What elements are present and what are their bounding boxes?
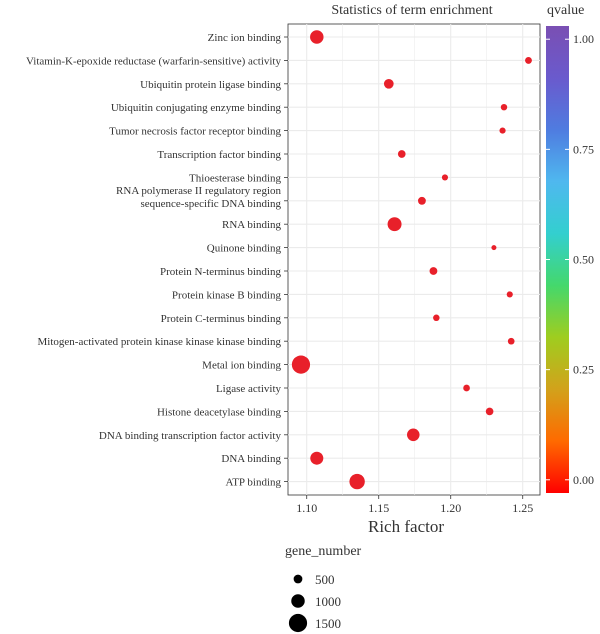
size-legend-dot bbox=[291, 594, 305, 608]
data-point bbox=[507, 337, 515, 345]
data-point bbox=[485, 407, 494, 416]
plot-border bbox=[287, 23, 541, 496]
colorbar-tick-label: 0.25 bbox=[573, 363, 594, 377]
size-legend-dot bbox=[293, 574, 303, 584]
qvalue-legend-title: qvalue bbox=[547, 3, 584, 18]
size-legend-label: 1500 bbox=[315, 616, 341, 631]
y-tick-label: RNA binding bbox=[222, 219, 281, 231]
y-tick-label: Mitogen-activated protein kinase kinase … bbox=[38, 336, 282, 348]
x-tick-label: 1.10 bbox=[296, 501, 317, 515]
chart-title: Statistics of term enrichment bbox=[331, 3, 492, 18]
x-tick-label: 1.25 bbox=[512, 501, 533, 515]
y-tick-label: Ligase activity bbox=[216, 383, 282, 395]
y-tick-label: DNA binding transcription factor activit… bbox=[99, 430, 282, 442]
y-tick-label: Protein C-terminus binding bbox=[161, 313, 282, 325]
gene-number-legend: gene_number 500 1000 1500 bbox=[285, 544, 362, 633]
plot-panel: 1.10 1.15 1.20 1.25 Zinc ion binding Vitamin-… bbox=[26, 23, 541, 515]
y-tick-label: Ubiquitin protein ligase binding bbox=[140, 79, 281, 91]
y-tick-label: Tumor necrosis factor receptor binding bbox=[109, 126, 281, 138]
x-tick-label: 1.15 bbox=[368, 501, 389, 515]
y-tick-label: Protein kinase B binding bbox=[172, 289, 282, 301]
data-point bbox=[433, 314, 440, 322]
data-point bbox=[441, 174, 449, 181]
colorbar-tick-label: 0.50 bbox=[573, 253, 594, 267]
colorbar-tick-label: 1.00 bbox=[573, 32, 594, 46]
y-tick-label: Metal ion binding bbox=[202, 360, 281, 372]
y-tick-label: Transcription factor binding bbox=[157, 149, 281, 161]
colorbar-tick-label: 0.00 bbox=[573, 473, 594, 487]
data-point bbox=[525, 56, 532, 64]
data-point bbox=[407, 428, 420, 442]
data-point bbox=[506, 291, 513, 298]
size-legend-dot bbox=[288, 613, 308, 633]
data-point bbox=[387, 217, 402, 232]
x-axis-title: Rich factor bbox=[368, 517, 444, 536]
data-point bbox=[463, 384, 470, 392]
data-point bbox=[349, 473, 365, 490]
data-point bbox=[500, 103, 508, 111]
y-tick-label: DNA binding bbox=[221, 453, 281, 465]
size-legend-label: 500 bbox=[315, 572, 335, 587]
data-point bbox=[310, 30, 324, 44]
y-tick-label: Histone deacetylase binding bbox=[157, 406, 282, 418]
y-tick-label: Quinone binding bbox=[207, 243, 282, 255]
qvalue-colorbar bbox=[546, 26, 569, 493]
data-point bbox=[418, 196, 426, 205]
y-tick-label: ATP binding bbox=[225, 477, 281, 489]
x-tick-label: 1.20 bbox=[440, 501, 461, 515]
size-legend-label: 1000 bbox=[315, 594, 341, 609]
y-tick-label: Thioesterase binding bbox=[189, 172, 281, 184]
data-point bbox=[499, 127, 506, 134]
data-point bbox=[310, 451, 324, 465]
qvalue-legend: qvalue 1.00 0.75 0.50 0.25 0.00 bbox=[546, 3, 594, 493]
data-point bbox=[491, 245, 497, 251]
data-point bbox=[429, 267, 438, 275]
y-tick-label: Vitamin-K-epoxide reductase (warfarin-se… bbox=[26, 55, 281, 67]
y-tick-label: Protein N-terminus binding bbox=[160, 266, 281, 278]
gene-number-legend-title: gene_number bbox=[285, 544, 362, 559]
data-point bbox=[383, 78, 394, 89]
y-tick-label: RNA polymerase II regulatory region seque… bbox=[116, 185, 281, 210]
data-point bbox=[397, 150, 406, 158]
colorbar-tick-label: 0.75 bbox=[573, 142, 594, 156]
y-tick-label: Ubiquitin conjugating enzyme binding bbox=[111, 102, 282, 114]
y-tick-label: Zinc ion binding bbox=[208, 32, 282, 44]
data-point bbox=[291, 355, 311, 374]
